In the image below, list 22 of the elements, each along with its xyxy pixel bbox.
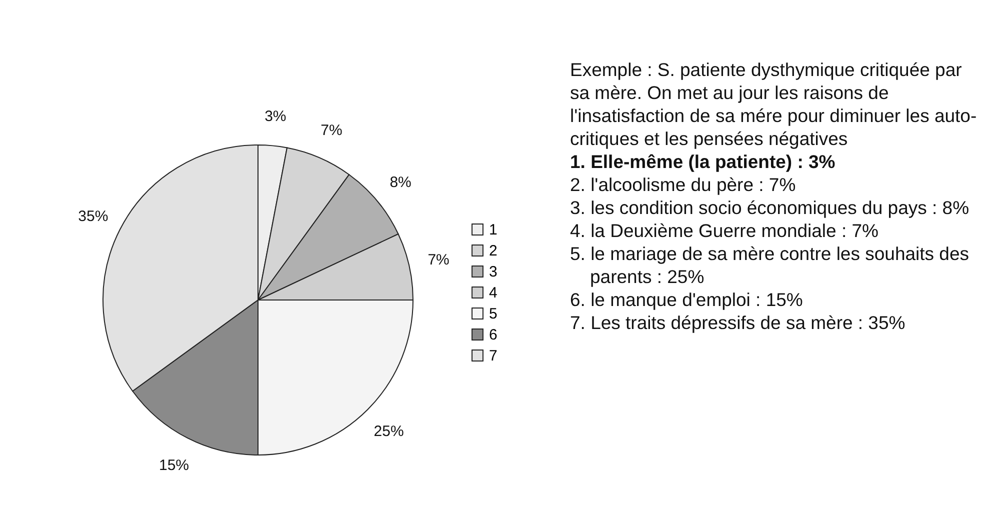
data-label: 35% xyxy=(78,208,108,226)
legend-label: 5 xyxy=(489,306,498,322)
legend-label: 1 xyxy=(489,222,498,238)
data-label: 7% xyxy=(320,122,342,140)
legend-label: 6 xyxy=(489,326,498,344)
text: 5. le mariage de sa mère contre les souhaits des parents : 25% xyxy=(570,242,970,288)
text: 6. le manque d'emploi : 15% xyxy=(570,288,804,311)
legend-label: 4 xyxy=(489,284,498,302)
text: 2. l'alcoolisme du père : 7% xyxy=(570,173,797,196)
text: 4. la Deuxième Guerre mondiale : 7% xyxy=(570,219,880,242)
legend-label: 3 xyxy=(489,264,498,280)
data-label: 7% xyxy=(428,252,450,269)
data-label: 8% xyxy=(390,174,412,192)
legend-label: 2 xyxy=(489,242,498,260)
data-label: 25% xyxy=(374,422,404,440)
data-label: 15% xyxy=(158,456,190,474)
text: 7. Les traits dépressifs de sa mère : 35% xyxy=(570,311,906,334)
text: 1. Elle-même (la patiente) : 3% xyxy=(570,150,836,173)
legend-label: 7 xyxy=(489,348,498,364)
data-label: 3% xyxy=(264,108,286,125)
text: 3. les condition socio économiques du pays : 8% xyxy=(570,196,970,219)
text: Exemple : S. patiente dysthymique critiquée par sa mère. On met au jour les raisons de l'insatisfaction de sa mére pour diminuer les auto-critiques et les pensées négatives xyxy=(570,58,978,150)
